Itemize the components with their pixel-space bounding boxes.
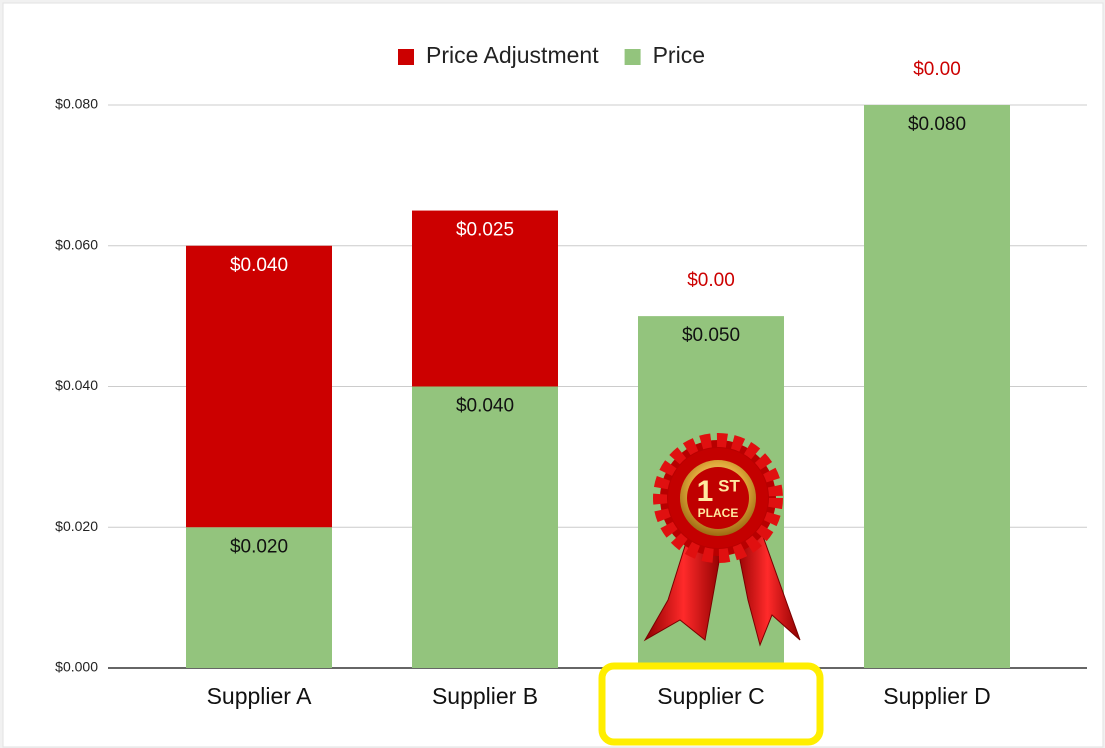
value-label: $0.050: [682, 325, 740, 346]
value-label: $0.020: [230, 536, 288, 557]
bar-segment: [864, 105, 1010, 668]
y-tick-label: $0.080: [55, 96, 98, 112]
y-tick-label: $0.060: [55, 236, 98, 252]
x-tick-label: Supplier B: [432, 683, 538, 709]
value-label: $0.00: [913, 59, 961, 80]
x-tick-label: Supplier D: [883, 683, 990, 709]
y-tick-label: $0.040: [55, 377, 98, 393]
page: {"chart_data": { "type": "stacked-bar", …: [0, 0, 1105, 748]
legend-label: Price: [653, 42, 705, 68]
y-tick-label: $0.020: [55, 518, 98, 534]
badge-place: PLACE: [698, 506, 739, 520]
x-tick-label: Supplier A: [207, 683, 313, 709]
legend-swatch: [625, 49, 641, 65]
legend-label: Price Adjustment: [426, 42, 599, 68]
badge-number: 1: [697, 475, 714, 508]
value-label: $0.00: [687, 270, 735, 291]
value-label: $0.040: [230, 255, 288, 276]
y-tick-label: $0.000: [55, 659, 98, 675]
value-label: $0.025: [456, 220, 514, 241]
x-tick-label: Supplier C: [657, 683, 764, 709]
value-label: $0.040: [456, 396, 514, 417]
chart: 1 ST PLACE $0.000 $0.020 $0.040 $0.060 $0.08…: [0, 0, 1105, 748]
bar-segment: [412, 387, 558, 669]
legend-swatch: [398, 49, 414, 65]
bar-segment: [186, 246, 332, 528]
badge-suffix: ST: [718, 476, 740, 495]
value-label: $0.080: [908, 114, 966, 135]
